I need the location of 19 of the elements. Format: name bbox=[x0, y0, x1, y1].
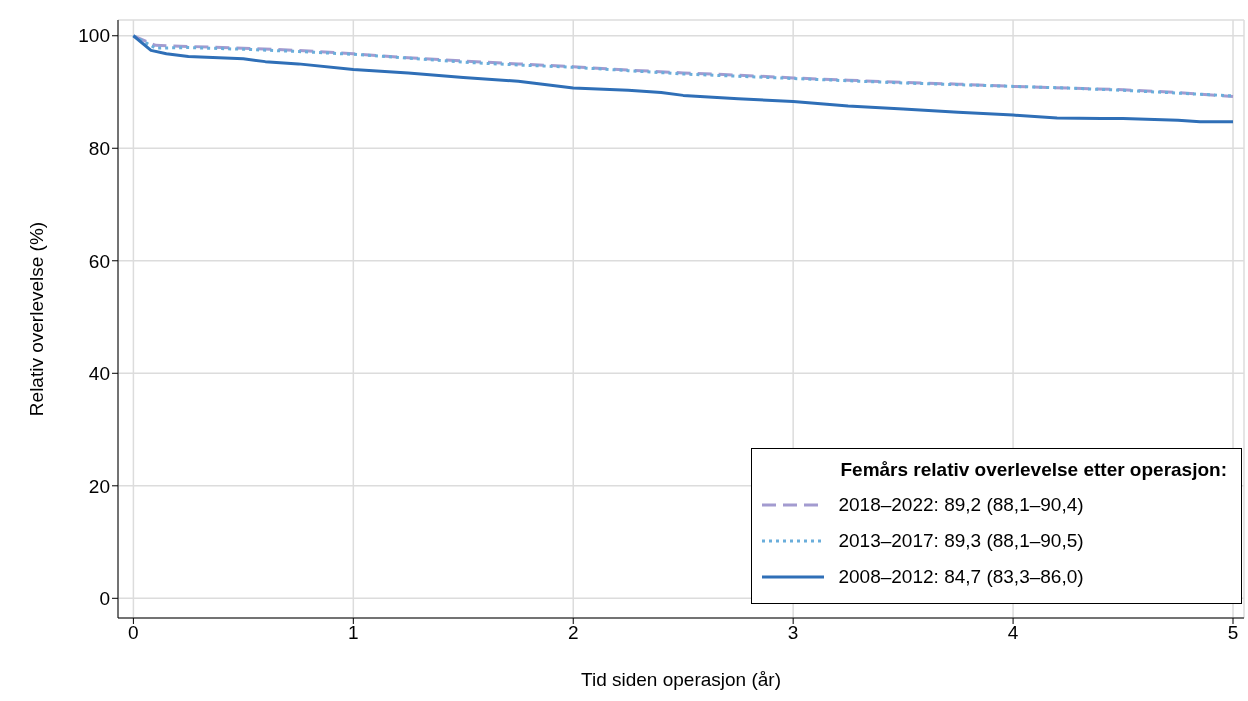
y-tick-label: 20 bbox=[88, 475, 110, 497]
x-axis-title: Tid siden operasjon (år) bbox=[581, 669, 781, 690]
y-tick-label: 0 bbox=[99, 588, 110, 610]
line-series bbox=[131, 34, 1235, 124]
legend-label: 2018–2022: 89,2 (88,1–90,4) bbox=[838, 494, 1084, 516]
x-tick-label: 0 bbox=[128, 622, 139, 644]
x-tick-label: 5 bbox=[1227, 622, 1239, 644]
x-tick-label: 1 bbox=[348, 622, 359, 644]
x-tick-label: 2 bbox=[567, 622, 579, 644]
legend-title: Femårs relativ overlevelse etter operasjon: bbox=[840, 459, 1227, 481]
y-axis-title: Relativ overlevelse (%) bbox=[25, 221, 47, 417]
y-tick-label: 80 bbox=[88, 138, 110, 160]
legend-label: 2008–2012: 84,7 (83,3–86,0) bbox=[838, 566, 1084, 588]
x-tick-label: 3 bbox=[787, 622, 799, 644]
y-tick-label: 100 bbox=[78, 25, 110, 47]
y-tick-label: 40 bbox=[88, 363, 110, 385]
legend-label: 2013–2017: 89,3 (88,1–90,5) bbox=[838, 530, 1084, 552]
y-tick-label: 60 bbox=[88, 250, 110, 272]
x-tick-label: 4 bbox=[1007, 622, 1019, 644]
